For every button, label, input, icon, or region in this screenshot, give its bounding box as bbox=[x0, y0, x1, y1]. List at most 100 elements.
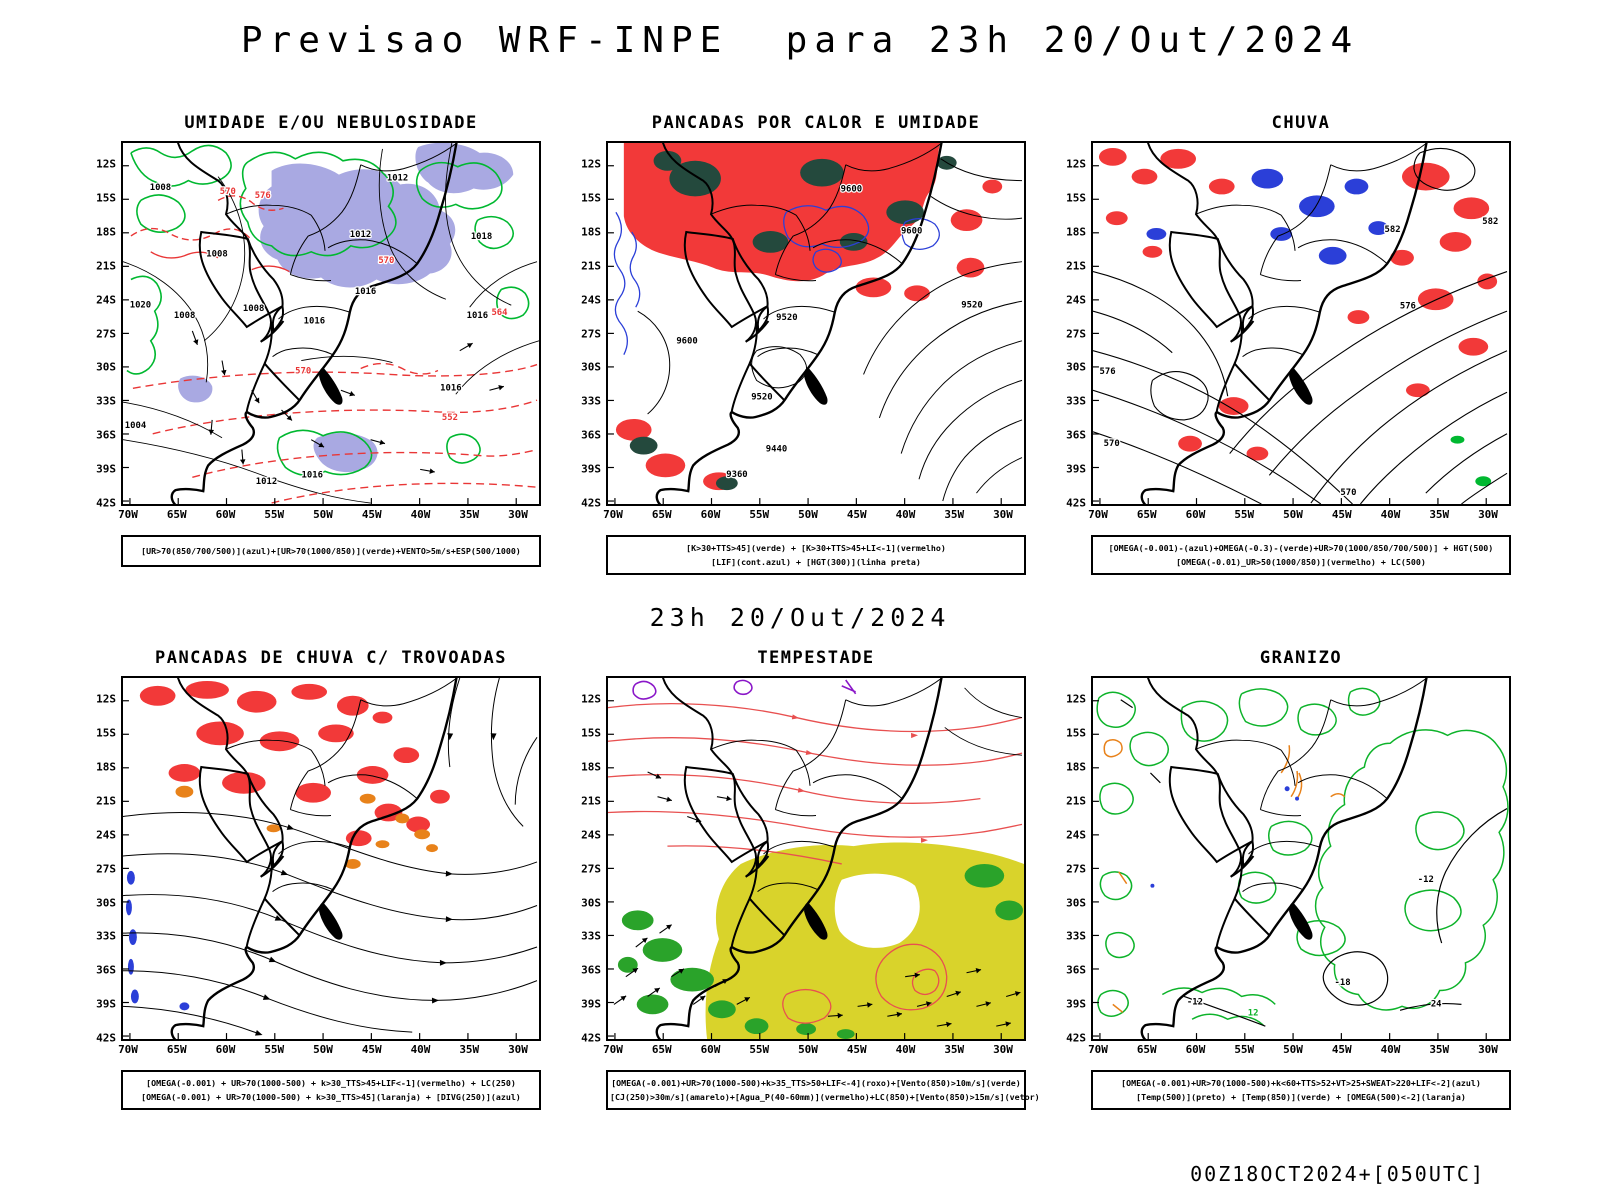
contour-label: -12 bbox=[1187, 998, 1203, 1008]
weather-map-trovoadas bbox=[123, 678, 538, 1040]
lon-tick-label: 65W bbox=[1136, 508, 1157, 521]
lat-tick-label: 33S bbox=[581, 929, 601, 943]
map-frame-granizo: -12 -18 -12 24 12 bbox=[1091, 676, 1511, 1042]
map-frame-tempestade bbox=[606, 676, 1026, 1042]
weather-map-tempestade bbox=[608, 678, 1024, 1040]
lon-tick-label: 45W bbox=[846, 508, 867, 521]
lat-tick-label: 15S bbox=[581, 726, 601, 740]
lat-tick-label: 24S bbox=[96, 293, 116, 307]
lon-tick-label: 30W bbox=[508, 1043, 528, 1057]
lat-tick-label: 12S bbox=[1066, 157, 1086, 171]
caption-box-granizo: [OMEGA(-0.001)+UR>70(1000-500)+k<60+TTS>… bbox=[1091, 1070, 1511, 1111]
lon-tick-label: 50W bbox=[1283, 1043, 1303, 1057]
lon-tick-label: 60W bbox=[215, 508, 236, 521]
lat-tick-label: 30S bbox=[581, 896, 601, 910]
lat-tick-label: 36S bbox=[1066, 428, 1086, 442]
panel-chuva: CHUVA 12S 15S 18S 21S 24S 27S 30S 33S 36S 39S 42S bbox=[1059, 113, 1511, 576]
lon-tick-label: 60W bbox=[700, 508, 721, 521]
lat-tick-label: 30S bbox=[96, 360, 116, 374]
lat-tick-label: 27S bbox=[96, 327, 116, 340]
lon-tick-label: 65W bbox=[166, 508, 187, 521]
contour-label: 570 bbox=[378, 256, 394, 266]
lon-tick-label: 45W bbox=[361, 508, 382, 521]
hgt500-black-contours bbox=[1093, 147, 1508, 504]
lat-tick-label: 36S bbox=[581, 963, 601, 977]
storm-orange-fill bbox=[175, 785, 438, 870]
lon-tick-label: 55W bbox=[1234, 508, 1255, 521]
lat-tick-label: 36S bbox=[96, 428, 116, 442]
contour-label: 576 bbox=[1100, 367, 1116, 377]
panel-umidade: UMIDADE E/OU NEBULOSIDADE 12S 15S 18S 21S 24… bbox=[89, 113, 541, 567]
lat-tick-label: 21S bbox=[1066, 794, 1086, 808]
lon-tick-label: 60W bbox=[1185, 508, 1206, 521]
contour-label: 1016 bbox=[440, 383, 461, 393]
contour-label: 1016 bbox=[304, 317, 325, 327]
lat-tick-label: 18S bbox=[581, 225, 601, 239]
lat-tick-label: 24S bbox=[96, 828, 116, 842]
caption-line: [K>30+TTS>45](verde) + [K>30+TTS>45+LI<-… bbox=[686, 543, 946, 553]
storm-red-fill bbox=[139, 681, 450, 847]
lat-tick-label: 30S bbox=[96, 896, 116, 910]
lat-axis: 12S 15S 18S 21S 24S 27S 30S 33S 36S 39S 42S bbox=[574, 141, 606, 509]
lon-tick-label: 50W bbox=[1283, 508, 1303, 521]
lon-tick-label: 65W bbox=[651, 1043, 672, 1057]
valid-time-label: 23h 20/Out/2024 bbox=[649, 603, 951, 633]
lat-axis: 12S 15S 18S 21S 24S 27S 30S 33S 36S 39S 42S bbox=[1059, 676, 1091, 1044]
contour-label: 1018 bbox=[471, 232, 492, 242]
lon-tick-label: 40W bbox=[1380, 508, 1401, 521]
temp850-green-contours bbox=[1096, 687, 1509, 1026]
caption-line: [Temp(500)](preto) + [Temp(850)](verde) … bbox=[1136, 1092, 1466, 1103]
lat-tick-label: 27S bbox=[581, 862, 601, 876]
panel-title: TEMPESTADE bbox=[757, 648, 875, 669]
contour-label: 1020 bbox=[130, 300, 151, 310]
rain-red-fill bbox=[1098, 147, 1498, 461]
lon-tick-label: 30W bbox=[1478, 1043, 1498, 1057]
lat-tick-label: 15S bbox=[581, 191, 601, 205]
contour-label: 1008 bbox=[243, 304, 264, 314]
lat-tick-label: 36S bbox=[96, 963, 116, 977]
lon-tick-label: 55W bbox=[749, 508, 770, 521]
lat-tick-label: 24S bbox=[1066, 828, 1086, 842]
lat-tick-label: 27S bbox=[1066, 862, 1086, 876]
lon-tick-label: 35W bbox=[944, 508, 965, 521]
lat-tick-label: 42S bbox=[1066, 496, 1086, 510]
lat-tick-label: 42S bbox=[96, 1031, 116, 1045]
lat-tick-label: 24S bbox=[1066, 293, 1086, 307]
caption-line: [UR>70(850/700/500)](azul)+[UR>70(1000/8… bbox=[141, 545, 521, 556]
caption-box-pancadas-calor: [K>30+TTS>45](verde) + [K>30+TTS>45+LI<-… bbox=[606, 535, 1026, 576]
lat-tick-label: 15S bbox=[1066, 191, 1086, 205]
lon-axis: 70W 65W 60W 55W 50W 45W 40W 35W 30W bbox=[1088, 1043, 1511, 1060]
lon-tick-label: 60W bbox=[215, 1043, 236, 1057]
divergence-blue-marks bbox=[125, 871, 190, 1011]
lon-tick-label: 50W bbox=[798, 508, 818, 521]
lon-tick-label: 45W bbox=[1331, 1043, 1352, 1057]
lat-tick-label: 21S bbox=[96, 259, 116, 273]
lat-tick-label: 39S bbox=[581, 997, 601, 1011]
lon-tick-label: 40W bbox=[895, 1043, 916, 1057]
lat-tick-label: 27S bbox=[1066, 327, 1086, 340]
temp500-black-contours bbox=[1120, 699, 1508, 1027]
weather-map-umidade: 1008 1008 1012 1012 1018 1016 1008 1016 1016 1020… bbox=[123, 143, 539, 504]
lat-axis: 12S 15S 18S 21S 24S 27S 30S 33S 36S 39S 42S bbox=[89, 676, 121, 1045]
caption-line: [OMEGA(-0.001) + UR>70(1000-500) + k>30_… bbox=[146, 1078, 516, 1089]
panel-granizo: GRANIZO 12S 15S 18S 21S 24S 27S 30S 33S 36S 39S 42… bbox=[1059, 648, 1511, 1111]
lon-tick-label: 50W bbox=[798, 1043, 818, 1057]
map-frame-umidade: 1008 1008 1012 1012 1018 1016 1008 1016 1016 1020… bbox=[121, 141, 541, 506]
panel-pancadas-calor: PANCADAS POR CALOR E UMIDADE 12S 15S 18S 21… bbox=[574, 113, 1026, 576]
lat-tick-label: 21S bbox=[581, 794, 601, 808]
contour-label: -18 bbox=[1335, 978, 1351, 988]
lon-tick-label: 65W bbox=[651, 508, 672, 521]
panel-title: PANCADAS POR CALOR E UMIDADE bbox=[651, 113, 981, 133]
lon-tick-label: 45W bbox=[846, 1043, 867, 1057]
caption-line: [LIF](cont.azul) + [HGT(300)](linha pret… bbox=[711, 557, 921, 568]
lon-tick-label: 30W bbox=[1478, 508, 1498, 521]
contour-label: 552 bbox=[442, 413, 458, 423]
panel-title: UMIDADE E/OU NEBULOSIDADE bbox=[184, 113, 478, 133]
lon-tick-label: 70W bbox=[603, 508, 623, 521]
lon-tick-label: 70W bbox=[118, 1043, 138, 1057]
lon-tick-label: 35W bbox=[459, 508, 480, 521]
contour-label: 1016 bbox=[302, 470, 323, 480]
lat-tick-label: 15S bbox=[1066, 726, 1086, 740]
instability-red-fill bbox=[615, 143, 1003, 491]
lat-tick-label: 24S bbox=[581, 293, 601, 307]
